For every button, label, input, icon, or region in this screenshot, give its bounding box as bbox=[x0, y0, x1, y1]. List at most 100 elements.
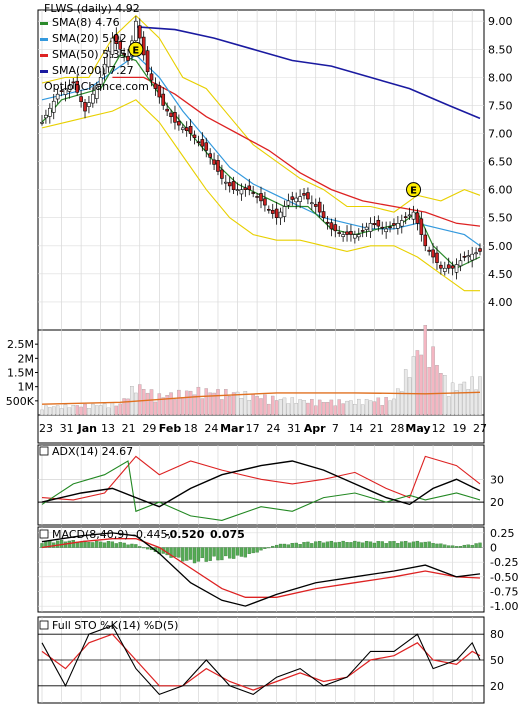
price-tick-label: 7.50 bbox=[488, 99, 513, 112]
candle-body bbox=[87, 102, 91, 107]
macd-histogram-bar bbox=[364, 540, 369, 548]
candle-body bbox=[67, 85, 72, 92]
macd-histogram-bar bbox=[396, 543, 400, 548]
candle-body bbox=[439, 264, 443, 269]
date-tick-label: 17 bbox=[246, 422, 260, 435]
candle-body bbox=[118, 41, 123, 50]
candle-body bbox=[333, 224, 338, 232]
volume-bar bbox=[130, 386, 134, 416]
macd-histogram-bar bbox=[220, 547, 224, 561]
volume-bar bbox=[462, 381, 467, 416]
volume-bar bbox=[59, 408, 64, 416]
volume-bar bbox=[110, 402, 115, 416]
candle-body bbox=[450, 265, 455, 269]
volume-bar bbox=[220, 399, 224, 416]
volume-bar bbox=[278, 399, 283, 416]
volume-bar bbox=[153, 401, 158, 416]
macd-histogram-bar bbox=[204, 547, 208, 562]
candle-body bbox=[102, 63, 107, 74]
candle-body bbox=[313, 204, 318, 207]
sma200-line bbox=[135, 26, 481, 120]
macd-histogram-bar bbox=[267, 547, 271, 549]
volume-bar bbox=[446, 396, 451, 416]
macd-histogram-bar bbox=[286, 544, 291, 548]
volume-bar bbox=[423, 325, 427, 416]
volume-bar bbox=[357, 398, 361, 416]
candle-body bbox=[180, 127, 185, 130]
date-tick-label: May bbox=[405, 422, 430, 435]
macd-histogram-bar bbox=[177, 547, 181, 558]
candle-body bbox=[274, 208, 279, 219]
macd-histogram-bar bbox=[298, 544, 302, 548]
macd-histogram-bar bbox=[134, 544, 138, 548]
volume-bar bbox=[298, 399, 302, 416]
price-tick-label: 8.00 bbox=[488, 71, 513, 84]
macd-signal-line bbox=[41, 538, 481, 598]
candle-body bbox=[212, 159, 216, 165]
macd-histogram-bar bbox=[91, 542, 95, 548]
volume-bar bbox=[169, 392, 173, 416]
macd-histogram-bar bbox=[110, 541, 115, 548]
adx-tick-label: 20 bbox=[490, 496, 504, 509]
macd-histogram-bar bbox=[239, 547, 244, 557]
candle-body bbox=[196, 141, 201, 144]
macd-histogram-bar bbox=[185, 547, 189, 561]
macd-histogram-bar bbox=[333, 542, 337, 548]
macd-histogram-bar bbox=[235, 547, 240, 556]
macd-tick-label: -0.25 bbox=[490, 556, 518, 569]
legend-swatch bbox=[40, 54, 48, 57]
volume-bar bbox=[188, 390, 193, 416]
volume-tick-label: 2M bbox=[18, 352, 35, 365]
minus-di-line bbox=[41, 455, 481, 501]
candle-body bbox=[435, 252, 439, 263]
legend-swatch bbox=[40, 70, 48, 73]
price-tick-label: 4.00 bbox=[488, 296, 513, 309]
volume-bar bbox=[466, 389, 471, 416]
stochastic-tick-label: 50 bbox=[490, 654, 504, 667]
macd-histogram-bar bbox=[188, 547, 193, 560]
volume-bar bbox=[75, 405, 79, 416]
macd-histogram-bar bbox=[329, 540, 334, 548]
candle-body bbox=[134, 20, 138, 41]
candle-body bbox=[59, 90, 64, 92]
candle-body bbox=[415, 212, 420, 224]
macd-histogram-bar bbox=[407, 542, 412, 548]
candle-body bbox=[63, 88, 68, 95]
volume-bar bbox=[138, 384, 142, 416]
volume-bar bbox=[184, 390, 189, 416]
candle-body bbox=[474, 252, 478, 255]
candle-body bbox=[317, 201, 322, 213]
candle-body bbox=[122, 53, 126, 56]
macd-histogram-bar bbox=[255, 547, 259, 553]
volume-bar bbox=[454, 390, 459, 416]
volume-bar bbox=[141, 389, 146, 416]
volume-bar bbox=[255, 396, 259, 416]
volume-bar bbox=[380, 405, 384, 416]
macd-histogram-bar bbox=[458, 546, 463, 548]
macd-histogram-bar bbox=[278, 543, 283, 548]
volume-bar bbox=[474, 389, 478, 416]
macd-histogram-bar bbox=[419, 542, 423, 548]
macd-histogram-bar bbox=[55, 540, 60, 548]
legend-entry: SMA(50) 5.35 bbox=[52, 48, 127, 61]
candle-body bbox=[282, 206, 287, 217]
macd-histogram-bar bbox=[122, 542, 126, 548]
macd-line bbox=[41, 532, 481, 607]
macd-histogram-bar bbox=[271, 545, 275, 548]
candle-body bbox=[376, 219, 381, 227]
volume-bar bbox=[294, 403, 298, 416]
macd-histogram-bar bbox=[99, 541, 103, 548]
macd-histogram-bar bbox=[427, 541, 431, 548]
date-tick-label: 31 bbox=[60, 422, 74, 435]
macd-histogram-bar bbox=[357, 541, 361, 548]
macd-histogram-bar bbox=[325, 541, 330, 548]
macd-histogram-bar bbox=[192, 547, 197, 564]
candle-body bbox=[278, 211, 283, 219]
volume-bar bbox=[317, 399, 322, 416]
volume-bar bbox=[204, 388, 208, 416]
candle-body bbox=[91, 93, 95, 104]
volume-bar bbox=[478, 376, 482, 416]
macd-histogram-bar bbox=[376, 541, 380, 548]
legend-entry: SMA(20) 5.02 bbox=[52, 32, 127, 45]
date-tick-label: Apr bbox=[304, 422, 326, 435]
